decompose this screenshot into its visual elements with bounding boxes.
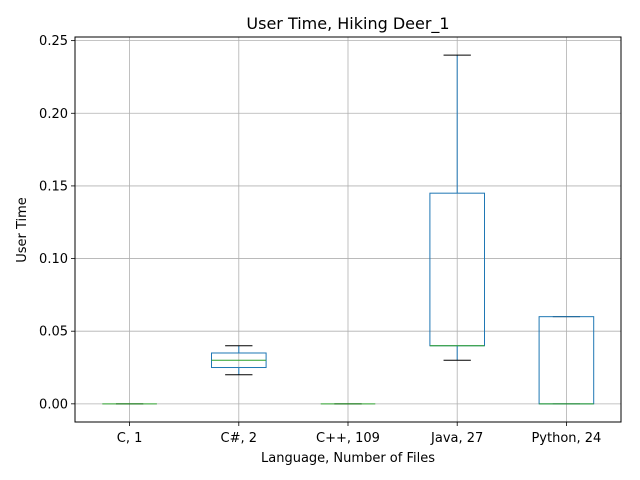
y-tick-label: 0.15: [39, 179, 68, 194]
chart-title: User Time, Hiking Deer_1: [246, 14, 449, 34]
y-tick-label: 0.10: [39, 252, 68, 267]
box-plots: [102, 54, 595, 405]
y-tick-label: 0.20: [39, 107, 68, 122]
x-tick-label: C#, 2: [221, 431, 258, 446]
x-tick-label: Python, 24: [531, 431, 601, 446]
x-axis-label: Language, Number of Files: [261, 451, 435, 466]
y-axis: 0.00 0.05 0.10 0.15 0.20 0.25: [39, 34, 75, 412]
x-tick-label: C, 1: [117, 431, 143, 446]
y-tick-label: 0.25: [39, 34, 68, 49]
y-axis-label: User Time: [15, 197, 30, 263]
box-4: [538, 316, 595, 405]
x-tick-label: C++, 109: [316, 431, 380, 446]
y-tick-label: 0.00: [39, 397, 68, 412]
y-tick-label: 0.05: [39, 325, 68, 340]
x-axis: C, 1 C#, 2 C++, 109 Java, 27 Python, 24: [117, 422, 601, 446]
box-1: [211, 345, 267, 376]
x-tick-label: Java, 27: [430, 431, 483, 446]
box-3: [429, 54, 485, 361]
